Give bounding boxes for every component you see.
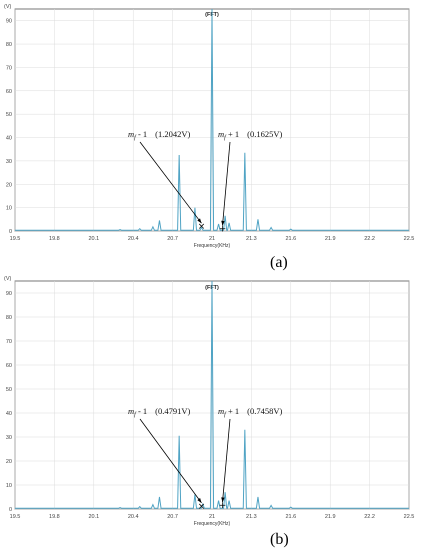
- arrow-head: [197, 498, 202, 503]
- annotation-subscript: f: [134, 411, 137, 418]
- marker-glyph: +: [219, 225, 227, 235]
- x-tick-label: 21.3: [246, 514, 257, 520]
- y-tick-label: 10: [6, 483, 12, 489]
- y-unit-label: (V): [4, 276, 12, 282]
- x-tick-label: 20.1: [88, 514, 99, 520]
- y-tick-label: 10: [6, 206, 12, 212]
- arrow-head: [221, 220, 225, 226]
- y-tick-label: 0: [9, 229, 12, 235]
- annotation-arrow: [222, 141, 231, 226]
- x-axis-label: Frequency(KHz): [194, 521, 231, 527]
- annotation-label: mf + 1 (0.7458V): [218, 406, 282, 418]
- y-tick-label: 30: [6, 435, 12, 441]
- annotation-label: mf + 1 (0.1625V): [218, 129, 282, 141]
- y-tick-label: 70: [6, 339, 12, 345]
- x-tick-label: 21.6: [285, 236, 296, 242]
- annotation-value: (0.7458V): [247, 406, 282, 416]
- y-tick-label: 70: [6, 65, 12, 71]
- x-tick-label: 20.7: [167, 514, 178, 520]
- annotation-suffix: - 1: [136, 406, 147, 416]
- annotation-suffix: + 1: [226, 129, 239, 139]
- x-tick-label: 21: [209, 236, 215, 242]
- annotation-symbol: m: [128, 406, 134, 416]
- x-tick-label: 19.8: [49, 514, 60, 520]
- x-tick-label: 19.8: [49, 236, 60, 242]
- y-tick-label: 50: [6, 387, 12, 393]
- x-tick-label: 22.2: [364, 514, 375, 520]
- chart-panel-b: (V) (FFT) Frequency(KHz) 010203040506070…: [4, 276, 414, 548]
- annotation-subscript: f: [134, 134, 137, 141]
- y-tick-label: 30: [6, 159, 12, 165]
- annotation-label: mf - 1 (0.4791V): [128, 406, 191, 418]
- annotation-symbol: m: [218, 129, 224, 139]
- annotation-value: (1.2042V): [155, 129, 190, 139]
- y-tick-label: 80: [6, 42, 12, 48]
- y-tick-label: 20: [6, 182, 12, 188]
- annotation-suffix: - 1: [136, 129, 147, 139]
- y-tick-label: 0: [9, 507, 12, 513]
- annotation-arrow: [139, 141, 202, 224]
- series-line: [15, 8, 409, 231]
- y-tick-label: 90: [6, 19, 12, 25]
- x-axis-label: Frequency(KHz): [194, 243, 231, 249]
- annotation-symbol: m: [218, 406, 224, 416]
- y-tick-label: 40: [6, 136, 12, 142]
- x-tick-label: 19.5: [10, 514, 21, 520]
- annotation-value: (0.1625V): [247, 129, 282, 139]
- annotation-subscript: f: [224, 411, 227, 418]
- annotation-value: (0.4791V): [155, 406, 190, 416]
- x-tick-label: 20.1: [88, 236, 99, 242]
- panel-label: (a): [270, 254, 288, 271]
- y-unit-label: (V): [4, 4, 12, 10]
- x-tick-label: 21.9: [325, 514, 336, 520]
- x-tick-label: 22.5: [404, 514, 415, 520]
- arrow-head: [221, 497, 225, 503]
- y-tick-label: 40: [6, 411, 12, 417]
- annotation-symbol: m: [128, 129, 134, 139]
- annotation-suffix: + 1: [226, 406, 239, 416]
- y-tick-label: 80: [6, 315, 12, 321]
- arrow-head: [197, 218, 202, 224]
- x-tick-label: 20.4: [128, 236, 139, 242]
- x-tick-label: 20.4: [128, 514, 139, 520]
- x-tick-label: 21.9: [325, 236, 336, 242]
- y-tick-label: 50: [6, 112, 12, 118]
- y-tick-label: 20: [6, 459, 12, 465]
- panel-label: (b): [270, 531, 289, 548]
- annotation-arrow: [222, 418, 231, 503]
- annotation-label: mf - 1 (1.2042V): [128, 129, 191, 141]
- x-tick-label: 19.5: [10, 236, 21, 242]
- annotation-arrow: [139, 418, 202, 504]
- x-tick-label: 22.5: [404, 236, 415, 242]
- y-tick-label: 60: [6, 363, 12, 369]
- y-tick-label: 60: [6, 89, 12, 95]
- y-tick-label: 90: [6, 291, 12, 297]
- marker-glyph: ×: [198, 502, 206, 512]
- marker-glyph: ×: [198, 222, 206, 232]
- x-tick-label: 21.3: [246, 236, 257, 242]
- marker-glyph: +: [219, 501, 227, 511]
- x-tick-label: 20.7: [167, 236, 178, 242]
- annotation-subscript: f: [224, 134, 227, 141]
- x-tick-label: 21.6: [285, 514, 296, 520]
- chart-panel-a: (V) (FFT) Frequency(KHz) 010203040506070…: [4, 4, 414, 271]
- series-line: [15, 280, 409, 509]
- x-tick-label: 22.2: [364, 236, 375, 242]
- x-tick-label: 21: [209, 514, 215, 520]
